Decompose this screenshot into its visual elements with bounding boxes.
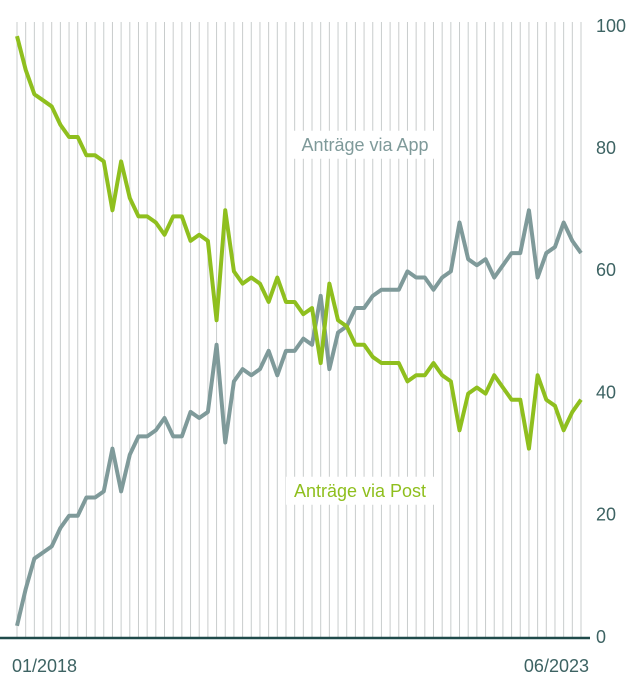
y-tick-label: 40 <box>596 382 616 402</box>
line <box>15 35 583 451</box>
x-tick-label: 06/2023 <box>524 656 589 676</box>
x-tick-label: 01/2018 <box>12 656 77 676</box>
y-tick-label: 20 <box>596 505 616 525</box>
y-tick-label: 100 <box>596 16 626 36</box>
series-label: Anträge via Post <box>294 481 426 501</box>
line <box>15 208 583 627</box>
series-label: Anträge via App <box>301 135 428 155</box>
label-background <box>285 476 435 505</box>
y-tick-label: 80 <box>596 138 616 158</box>
y-tick-label: 0 <box>596 627 606 647</box>
label-background <box>293 130 437 159</box>
y-tick-label: 60 <box>596 260 616 280</box>
